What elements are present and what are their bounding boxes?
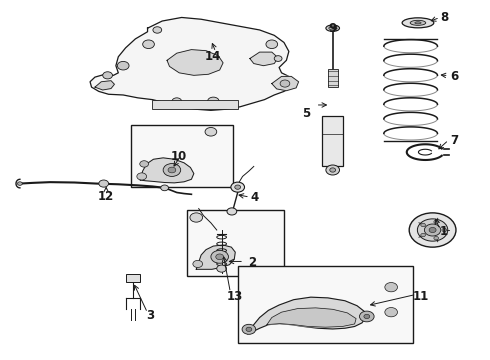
Text: 1: 1 — [440, 225, 448, 238]
Circle shape — [231, 182, 245, 192]
Polygon shape — [90, 18, 294, 111]
Text: 8: 8 — [441, 11, 449, 24]
Circle shape — [211, 250, 228, 263]
Ellipse shape — [402, 18, 434, 28]
Circle shape — [385, 307, 397, 317]
Text: 11: 11 — [412, 289, 429, 303]
Ellipse shape — [415, 22, 421, 24]
Polygon shape — [247, 297, 366, 334]
Circle shape — [434, 237, 439, 240]
Circle shape — [364, 314, 370, 319]
Circle shape — [153, 27, 162, 33]
Circle shape — [205, 127, 217, 136]
Circle shape — [326, 165, 340, 175]
Circle shape — [163, 163, 181, 176]
Circle shape — [421, 233, 425, 237]
Polygon shape — [196, 245, 235, 269]
Text: 6: 6 — [450, 70, 459, 83]
Text: 3: 3 — [146, 309, 154, 322]
Text: 2: 2 — [248, 256, 256, 269]
Text: 9: 9 — [329, 22, 337, 35]
Polygon shape — [250, 52, 278, 66]
Text: 7: 7 — [450, 134, 459, 147]
Text: 13: 13 — [227, 289, 244, 303]
Circle shape — [207, 97, 219, 106]
Circle shape — [417, 219, 448, 241]
Circle shape — [143, 40, 154, 49]
Circle shape — [140, 161, 148, 167]
Bar — [130, 125, 233, 187]
Circle shape — [246, 327, 252, 332]
Circle shape — [421, 223, 425, 227]
Bar — [322, 116, 343, 166]
Circle shape — [280, 80, 290, 87]
Circle shape — [227, 208, 237, 215]
Circle shape — [266, 40, 278, 49]
Circle shape — [161, 185, 169, 191]
Circle shape — [117, 62, 129, 70]
Polygon shape — [95, 81, 115, 90]
Polygon shape — [140, 158, 194, 183]
Ellipse shape — [326, 25, 340, 31]
Circle shape — [168, 167, 176, 173]
Polygon shape — [267, 308, 356, 327]
Ellipse shape — [329, 26, 337, 30]
Circle shape — [442, 228, 446, 232]
Circle shape — [190, 213, 202, 222]
Circle shape — [137, 173, 147, 180]
Bar — [125, 274, 140, 282]
Circle shape — [424, 224, 441, 236]
Circle shape — [409, 213, 456, 247]
Circle shape — [193, 260, 202, 267]
Bar — [152, 100, 238, 109]
Text: 12: 12 — [98, 190, 114, 203]
Circle shape — [330, 168, 336, 172]
Text: 14: 14 — [205, 50, 221, 63]
Circle shape — [360, 311, 374, 322]
Circle shape — [217, 265, 226, 272]
Circle shape — [242, 324, 256, 334]
Circle shape — [103, 72, 113, 79]
Polygon shape — [167, 50, 223, 75]
Text: 10: 10 — [171, 150, 187, 163]
Circle shape — [429, 228, 436, 233]
Bar — [238, 266, 413, 342]
Text: 4: 4 — [250, 192, 259, 204]
Circle shape — [18, 182, 23, 185]
Text: 5: 5 — [302, 107, 310, 120]
Circle shape — [235, 185, 241, 189]
Ellipse shape — [410, 20, 426, 25]
Bar — [328, 68, 338, 87]
Bar — [187, 210, 284, 276]
Circle shape — [385, 283, 397, 292]
Polygon shape — [272, 76, 298, 91]
Circle shape — [172, 98, 182, 105]
Circle shape — [216, 254, 223, 260]
Circle shape — [274, 56, 282, 62]
Circle shape — [434, 220, 439, 224]
Circle shape — [99, 180, 109, 187]
